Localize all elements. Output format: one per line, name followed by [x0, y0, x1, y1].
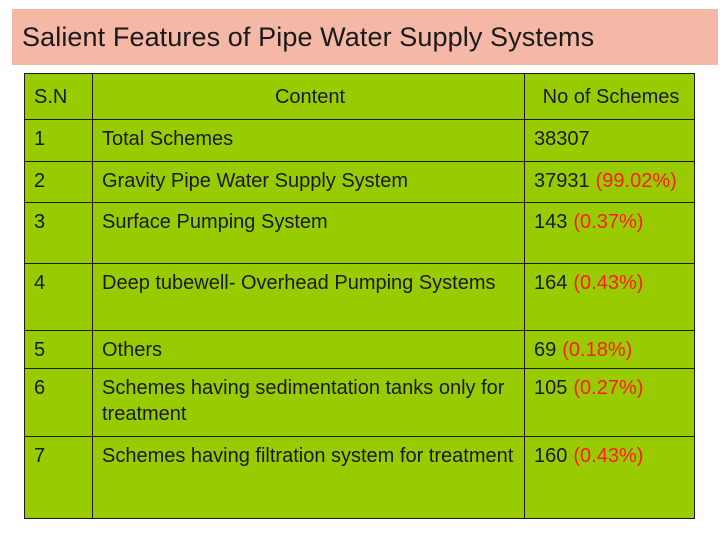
row-content: Schemes having sedimentation tanks only …	[92, 368, 525, 437]
row-count: 37931 (99.02%)	[524, 161, 695, 203]
row-sn: 3	[24, 202, 93, 264]
row-count: 69 (0.18%)	[524, 330, 695, 369]
row-content: Total Schemes	[92, 119, 525, 162]
row-sn: 4	[24, 263, 93, 331]
row-count-value: 105	[534, 377, 568, 399]
row-sn: 5	[24, 330, 93, 369]
row-sn: 6	[24, 368, 93, 437]
header-sn: S.N	[24, 73, 93, 120]
row-count: 143 (0.37%)	[524, 202, 695, 264]
row-content: Schemes having filtration system for tre…	[92, 436, 525, 519]
table-row: 4 Deep tubewell- Overhead Pumping System…	[24, 263, 695, 331]
header-count: No of Schemes	[524, 73, 695, 120]
row-count-percent: (0.43%)	[573, 445, 644, 467]
row-content: Gravity Pipe Water Supply System	[92, 161, 525, 203]
row-count: 164 (0.43%)	[524, 263, 695, 331]
row-count: 105 (0.27%)	[524, 368, 695, 437]
row-sn: 1	[24, 119, 93, 162]
row-count-value: 164	[534, 272, 568, 294]
row-count-value: 143	[534, 211, 568, 233]
row-count-percent: (0.37%)	[573, 211, 644, 233]
table-header-row: S.N Content No of Schemes	[24, 73, 695, 120]
table-row: 6 Schemes having sedimentation tanks onl…	[24, 368, 695, 437]
row-content: Deep tubewell- Overhead Pumping Systems	[92, 263, 525, 331]
row-count: 38307	[524, 119, 695, 162]
header-content: Content	[92, 73, 525, 120]
row-content: Surface Pumping System	[92, 202, 525, 264]
row-content: Others	[92, 330, 525, 369]
row-count-percent: (99.02%)	[595, 170, 677, 192]
features-table: S.N Content No of Schemes 1 Total Scheme…	[24, 73, 695, 519]
table-row: 5 Others 69 (0.18%)	[24, 330, 695, 369]
table-row: 2 Gravity Pipe Water Supply System 37931…	[24, 161, 695, 203]
table-row: 3 Surface Pumping System 143 (0.37%)	[24, 202, 695, 264]
row-count-percent: (0.18%)	[562, 339, 633, 361]
row-count-value: 69	[534, 339, 557, 361]
row-count-value: 38307	[534, 128, 590, 150]
table-row: 7 Schemes having filtration system for t…	[24, 436, 695, 519]
row-count: 160 (0.43%)	[524, 436, 695, 519]
row-sn: 2	[24, 161, 93, 203]
table-row: 1 Total Schemes 38307	[24, 119, 695, 162]
row-count-value: 160	[534, 445, 568, 467]
row-count-percent: (0.27%)	[573, 377, 644, 399]
slide-title: Salient Features of Pipe Water Supply Sy…	[22, 21, 595, 52]
row-count-percent: (0.43%)	[573, 272, 644, 294]
row-sn: 7	[24, 436, 93, 519]
row-count-value: 37931	[534, 170, 590, 192]
title-bar: Salient Features of Pipe Water Supply Sy…	[12, 9, 718, 65]
